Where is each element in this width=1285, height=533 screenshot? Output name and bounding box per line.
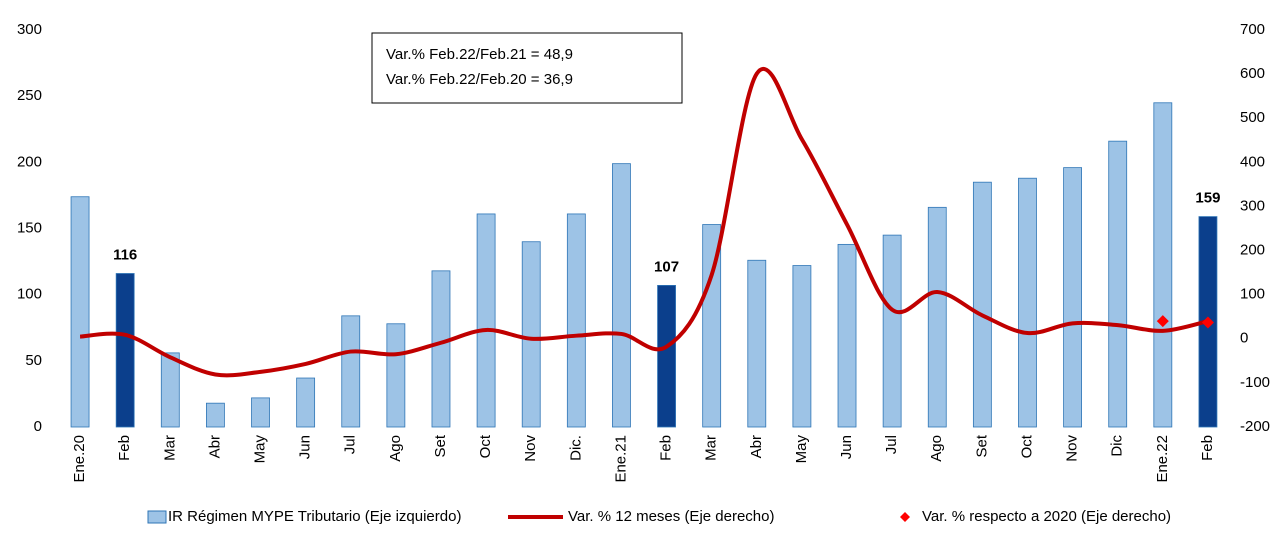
- x-tick-label: Feb: [1199, 435, 1216, 461]
- bar: [476, 213, 496, 428]
- x-tick-label: Jun: [297, 435, 314, 459]
- y2-tick-label: 500: [1240, 109, 1265, 126]
- y2-tick-label: 600: [1240, 65, 1265, 82]
- x-tick-label: Set: [432, 434, 449, 457]
- bar: [747, 259, 767, 428]
- bar: [1153, 102, 1173, 428]
- legend-label: Var. % 12 meses (Eje derecho): [568, 508, 774, 525]
- bar: [927, 206, 947, 428]
- x-tick-label: Ene.22: [1154, 435, 1171, 483]
- x-tick-label: May: [251, 435, 268, 464]
- x-tick-label: Ago: [387, 435, 404, 462]
- y-tick-label: 200: [17, 153, 42, 170]
- x-tick-label: Abr: [748, 435, 765, 458]
- y2-tick-label: -200: [1240, 418, 1270, 435]
- bar: [792, 265, 812, 428]
- x-tick-label: Jun: [838, 435, 855, 459]
- y-tick-label: 150: [17, 219, 42, 236]
- x-tick-label: Ene.20: [71, 435, 88, 483]
- bar: [972, 181, 992, 428]
- bar: [341, 315, 361, 428]
- legend-label: Var. % respecto a 2020 (Eje derecho): [922, 508, 1171, 525]
- y2-tick-label: 100: [1240, 286, 1265, 303]
- line: [79, 66, 1209, 378]
- bar: [521, 241, 541, 428]
- y2-tick-label: 200: [1240, 242, 1265, 259]
- bar: [702, 224, 722, 428]
- bar: [206, 402, 225, 428]
- x-tick-label: Feb: [658, 435, 675, 461]
- bar: [251, 397, 270, 428]
- x-tick-label: Ago: [928, 435, 945, 462]
- y-tick-label: 0: [34, 418, 42, 435]
- x-tick-label: Oct: [1018, 434, 1035, 458]
- x-tick-label: Mar: [703, 435, 720, 461]
- bar: [657, 285, 676, 428]
- y2-tick-label: -100: [1240, 374, 1270, 391]
- bar: [386, 323, 406, 428]
- annotation: Var.% Feb.22/Feb.20 = 36,9: [386, 71, 573, 88]
- y2-tick-label: 0: [1240, 330, 1248, 347]
- x-tick-label: Jul: [883, 435, 900, 454]
- x-tick-label: Nov: [522, 435, 539, 462]
- y-tick-label: 50: [25, 352, 42, 369]
- bar: [882, 234, 902, 428]
- x-tick-label: Jul: [342, 435, 359, 454]
- data-label: 159: [1195, 190, 1220, 207]
- x-tick-label: Ene.21: [612, 435, 629, 483]
- annotation-box: [371, 32, 683, 104]
- bar: [115, 273, 135, 428]
- bar: [566, 213, 586, 428]
- x-tick-label: Dic.: [567, 435, 584, 461]
- x-tick-label: Abr: [206, 435, 223, 458]
- data-label: 116: [113, 246, 137, 263]
- x-tick-label: May: [793, 435, 810, 464]
- legend-swatch: [900, 512, 910, 522]
- annotation: Var.% Feb.22/Feb.21 = 48,9: [386, 46, 573, 63]
- bar: [160, 352, 180, 428]
- bar: [431, 270, 451, 428]
- x-tick-label: Oct: [477, 434, 494, 458]
- y-tick-label: 100: [17, 286, 42, 303]
- x-tick-label: Mar: [161, 435, 178, 461]
- marker: [1201, 316, 1214, 329]
- legend-swatch: [147, 510, 167, 524]
- x-tick-label: Dic: [1109, 435, 1126, 457]
- x-tick-label: Set: [973, 434, 990, 457]
- y2-tick-label: 300: [1240, 197, 1265, 214]
- bar: [1108, 140, 1128, 428]
- legend-label: IR Régimen MYPE Tributario (Eje izquierd…: [168, 508, 461, 525]
- bar: [70, 196, 90, 428]
- y2-tick-label: 400: [1240, 153, 1265, 170]
- bar: [296, 377, 316, 428]
- y-tick-label: 250: [17, 87, 42, 104]
- marker: [1156, 315, 1169, 328]
- x-tick-label: Feb: [116, 435, 133, 461]
- bar: [1063, 167, 1082, 428]
- x-tick-label: Nov: [1064, 435, 1081, 462]
- bar: [1018, 177, 1037, 428]
- bar: [837, 243, 857, 428]
- y-tick-label: 300: [17, 21, 42, 38]
- data-label: 107: [654, 258, 679, 275]
- bar: [612, 163, 631, 428]
- y2-tick-label: 700: [1240, 21, 1265, 38]
